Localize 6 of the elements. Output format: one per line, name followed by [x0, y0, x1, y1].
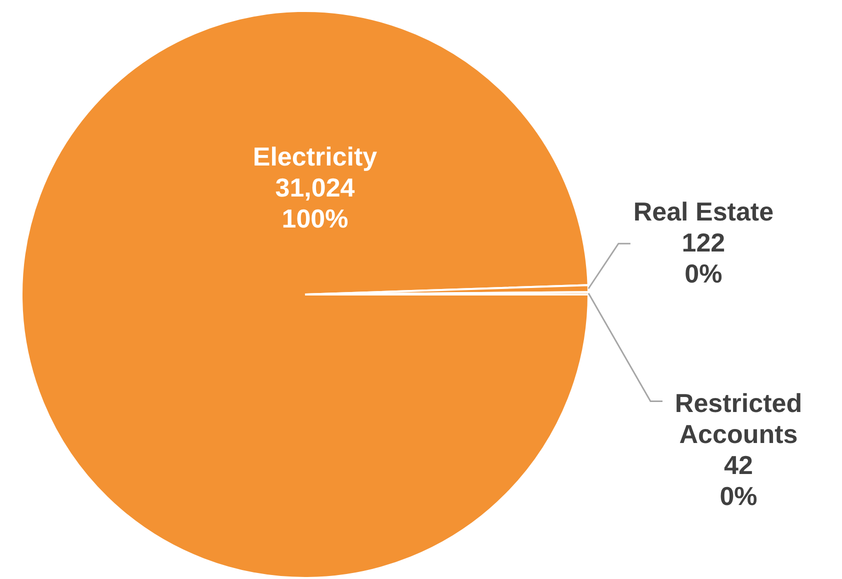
data-label: 42 0%: [720, 450, 758, 511]
slice-label: Real Estate: [633, 196, 774, 226]
data-label: 31,024 100%: [275, 172, 356, 234]
slice-label: Electricity: [252, 142, 378, 172]
slice-label: Restricted Accounts: [674, 388, 802, 449]
data-label: 122 0%: [682, 227, 726, 288]
